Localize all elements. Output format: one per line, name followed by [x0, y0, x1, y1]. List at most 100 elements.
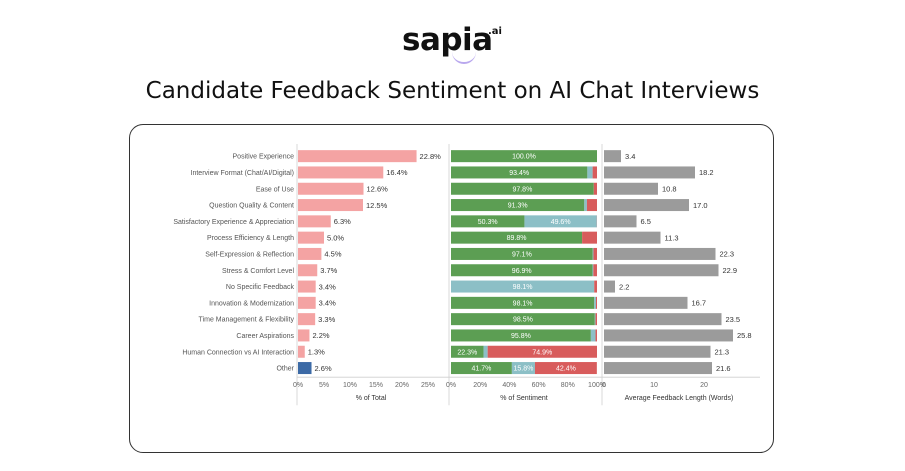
total-bar-label: 3.3% — [318, 315, 335, 324]
sentiment-segment-negative — [595, 296, 597, 309]
sentiment-segment-positive — [451, 329, 591, 342]
total-bar — [298, 345, 305, 358]
category-label: Time Management & Flexibility — [199, 317, 295, 324]
total-bar — [298, 313, 316, 326]
sentiment-segment-label: 97.8% — [512, 186, 532, 193]
length-bar-label: 6.5 — [641, 217, 651, 226]
sentiment-segment-label: 74.9% — [532, 349, 552, 356]
sentiment-segment-label: 96.9% — [512, 268, 532, 275]
total-axis-tick: 15% — [369, 382, 383, 389]
total-bar-label: 12.5% — [366, 201, 388, 210]
total-bar — [298, 362, 312, 375]
category-label: Career Aspirations — [236, 333, 294, 340]
total-bar-label: 1.3% — [308, 347, 325, 356]
total-bar-label: 2.6% — [315, 364, 332, 373]
sentiment-segment-neutral — [524, 215, 597, 228]
length-bar — [604, 345, 711, 358]
length-bar-label: 21.3 — [715, 347, 730, 356]
length-axis-tick: 10 — [650, 382, 658, 389]
length-bar-label: 2.2 — [619, 282, 629, 291]
sentiment-segment-positive — [451, 296, 595, 309]
length-axis-tick: 20 — [700, 382, 708, 389]
total-bar — [298, 182, 364, 195]
length-bar-label: 3.4 — [625, 152, 635, 161]
length-bar — [604, 182, 658, 195]
sentiment-segment-negative — [594, 280, 597, 293]
sentiment-segment-label: 22.3% — [457, 349, 477, 356]
category-label: Positive Experience — [233, 154, 295, 161]
sentiment-segment-label: 98.1% — [513, 284, 533, 291]
sentiment-segment-negative — [595, 313, 597, 326]
sentiment-segment-label: 98.5% — [513, 317, 533, 324]
category-label: Question Quality & Content — [209, 203, 294, 210]
total-bar-label: 3.4% — [319, 282, 336, 291]
length-bar — [604, 280, 615, 293]
sentiment-segment-label: 91.3% — [508, 203, 528, 210]
length-bar — [604, 313, 722, 326]
sentiment-segment-negative — [595, 329, 597, 342]
brand-logo: sapia .ai — [0, 22, 905, 64]
length-bar — [604, 150, 621, 163]
total-bar — [298, 264, 318, 277]
total-bar — [298, 247, 322, 260]
sentiment-segment-neutral — [592, 247, 594, 260]
length-bar — [604, 199, 689, 212]
length-bar-label: 25.8 — [737, 331, 752, 340]
total-bar-label: 6.3% — [334, 217, 351, 226]
sentiment-segment-neutral — [590, 329, 596, 342]
sentiment-segment-label: 95.8% — [511, 333, 531, 340]
sentiment-segment-neutral — [511, 362, 535, 375]
sentiment-segment-positive — [451, 215, 525, 228]
sentiment-axis-tick: 0% — [446, 382, 456, 389]
sentiment-axis-tick: 40% — [502, 382, 516, 389]
total-bar-label: 3.4% — [319, 299, 336, 308]
total-bar — [298, 231, 324, 244]
length-bar-label: 10.8 — [662, 184, 677, 193]
sentiment-segment-label: 49.6% — [551, 219, 571, 226]
total-bar — [298, 296, 316, 309]
total-bar — [298, 199, 363, 212]
category-label: Other — [276, 366, 294, 373]
category-label: No Specific Feedback — [226, 284, 295, 291]
sentiment-segment-label: 42.4% — [556, 366, 576, 373]
length-bar — [604, 329, 733, 342]
total-bar-label: 12.6% — [367, 184, 389, 193]
length-bar-label: 16.7 — [692, 299, 707, 308]
category-label: Stress & Comfort Level — [222, 268, 294, 275]
brand-suffix: .ai — [488, 26, 502, 37]
length-bar — [604, 296, 688, 309]
length-bar-label: 23.5 — [726, 315, 741, 324]
sentiment-segment-label: 100.0% — [512, 154, 536, 161]
length-bar-label: 22.3 — [720, 250, 735, 259]
sentiment-segment-positive — [451, 199, 585, 212]
category-label: Innovation & Modernization — [209, 300, 294, 307]
length-bar — [604, 362, 712, 375]
sentiment-segment-negative — [487, 345, 597, 358]
sentiment-segment-label: 41.7% — [472, 366, 492, 373]
chart-title: Candidate Feedback Sentiment on AI Chat … — [145, 78, 760, 104]
total-axis-tick: 20% — [395, 382, 409, 389]
sentiment-segment-negative — [592, 166, 597, 179]
sentiment-segment-label: 98.1% — [513, 300, 533, 307]
total-bar-label: 3.7% — [320, 266, 337, 275]
length-bar-label: 17.0 — [693, 201, 708, 210]
total-bar-label: 5.0% — [327, 233, 344, 242]
category-label: Interview Format (Chat/AI/Digital) — [191, 170, 294, 177]
sentiment-segment-negative — [593, 182, 597, 195]
length-bar — [604, 166, 695, 179]
total-axis-tick: 5% — [319, 382, 329, 389]
length-bar — [604, 247, 716, 260]
length-bar — [604, 264, 719, 277]
total-axis-tick: 25% — [421, 382, 435, 389]
length-bar-label: 21.6 — [716, 364, 731, 373]
sentiment-axis-tick: 20% — [473, 382, 487, 389]
total-bar — [298, 280, 316, 293]
category-label: Process Efficiency & Length — [207, 235, 294, 242]
sentiment-segment-negative — [534, 362, 597, 375]
sentiment-segment-positive — [451, 182, 594, 195]
length-bar — [604, 231, 661, 244]
sentiment-axis-tick: 100% — [588, 382, 606, 389]
length-bar-label: 18.2 — [699, 168, 714, 177]
total-bar-label: 16.4% — [386, 168, 408, 177]
sentiment-segment-neutral — [483, 345, 488, 358]
